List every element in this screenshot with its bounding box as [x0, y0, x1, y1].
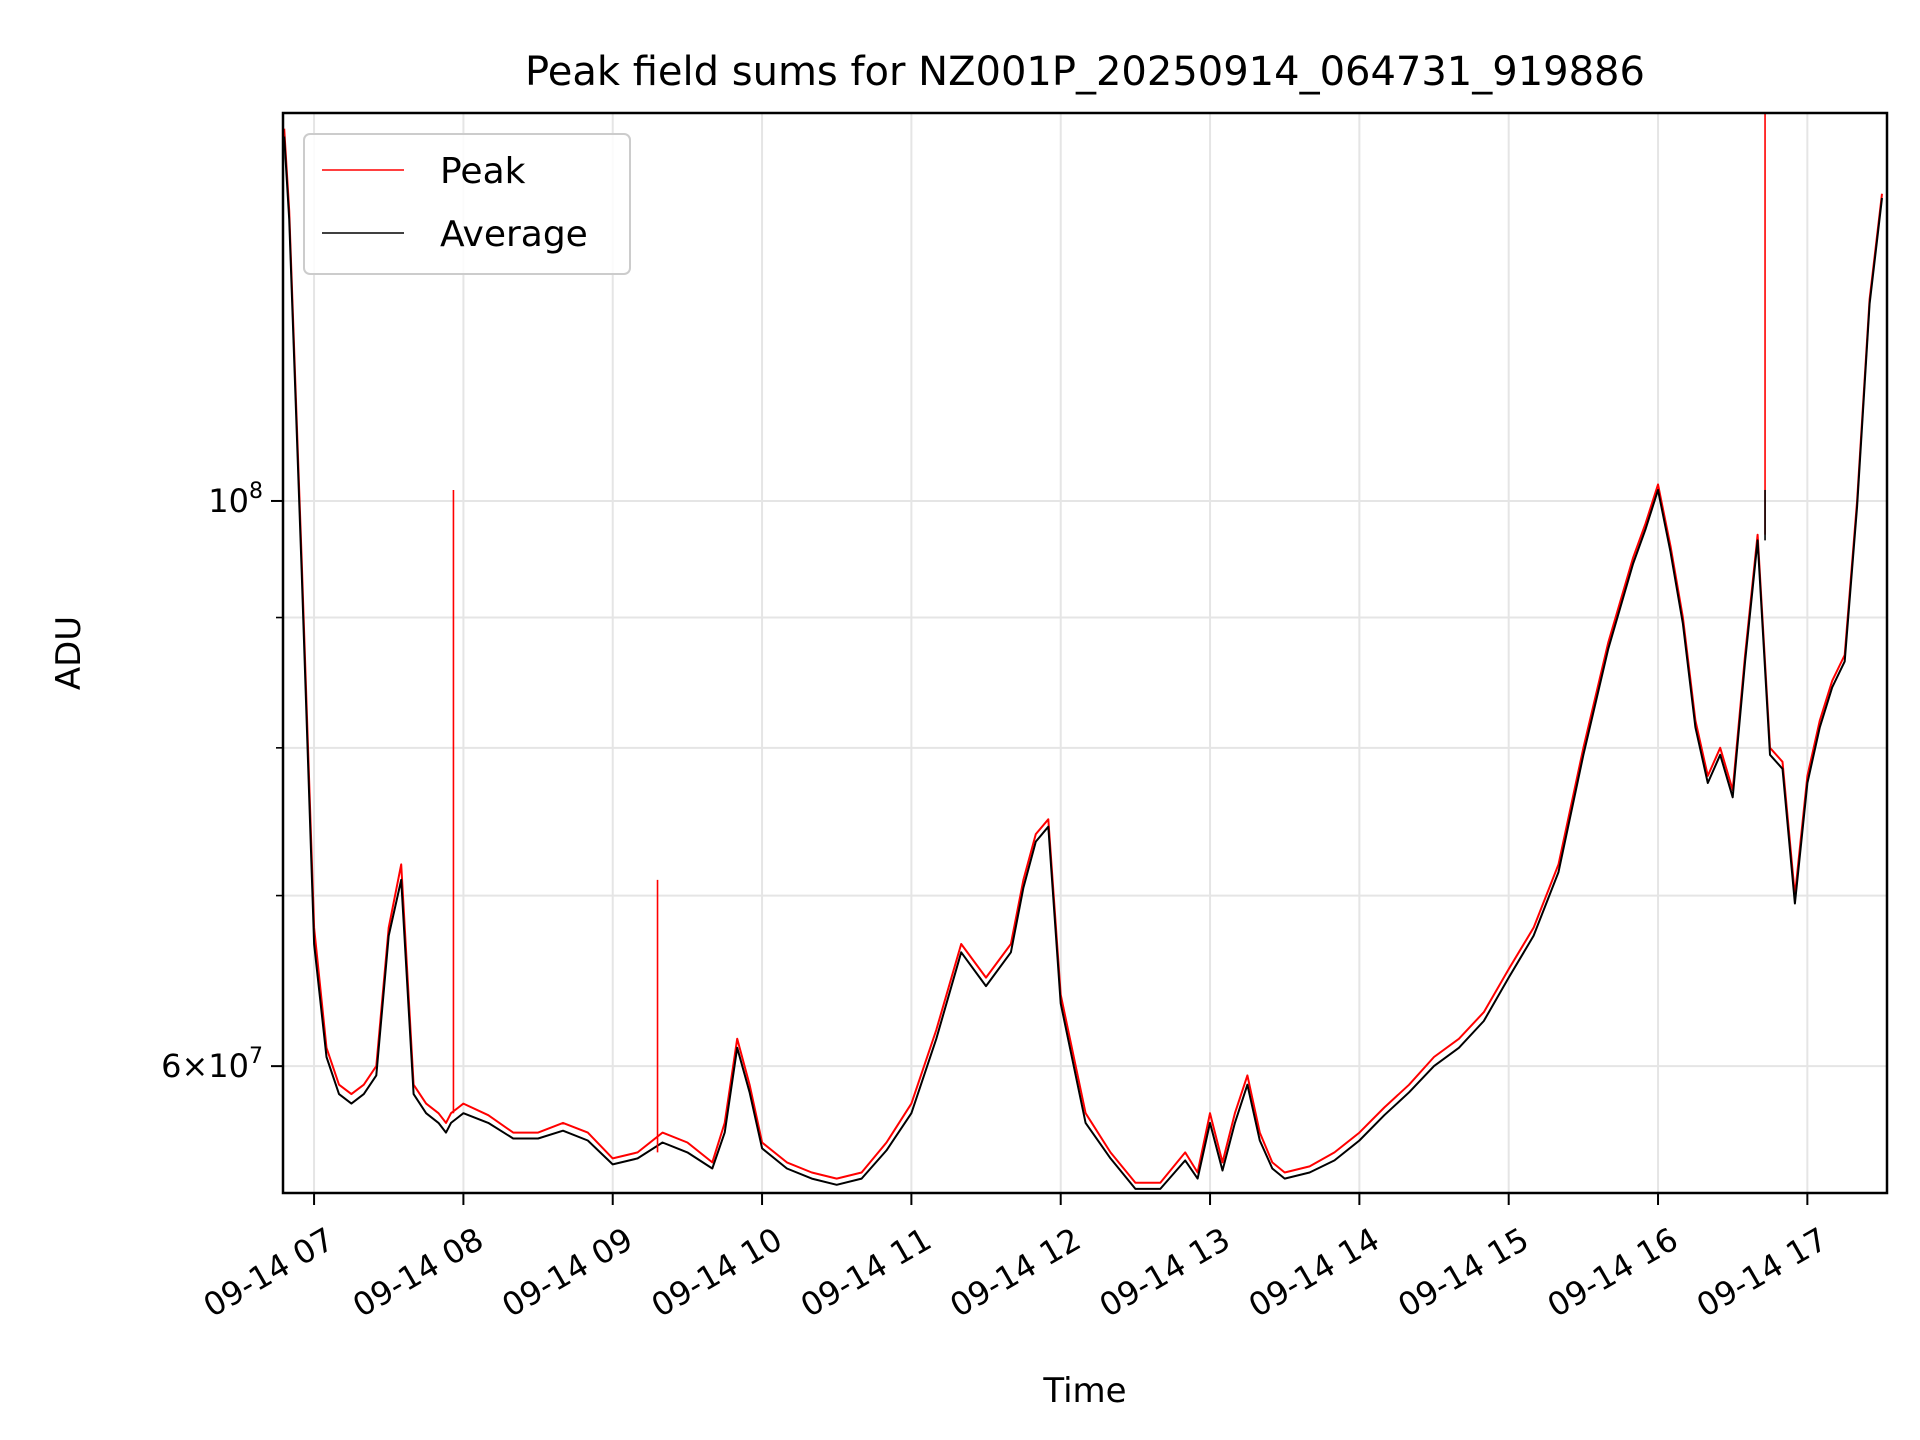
grid — [283, 113, 1887, 1193]
series-layer — [283, 113, 1883, 1190]
chart-title: Peak field sums for NZ001P_20250914_0647… — [525, 49, 1645, 95]
y-tick-label: 6×107 — [161, 1044, 263, 1085]
legend-box — [303, 133, 631, 275]
series-line-average — [283, 136, 1883, 1190]
legend-label-peak: Peak — [440, 151, 526, 192]
y-axis-title: ADU — [49, 616, 89, 690]
legend: Peak Average — [303, 133, 631, 275]
y-axis: 6×107 108 — [161, 479, 283, 1085]
x-axis-title: Time — [1042, 1371, 1126, 1411]
legend-label-average: Average — [440, 214, 588, 255]
plot-frame — [281, 111, 1889, 1195]
y-tick-label: 108 — [208, 479, 263, 520]
